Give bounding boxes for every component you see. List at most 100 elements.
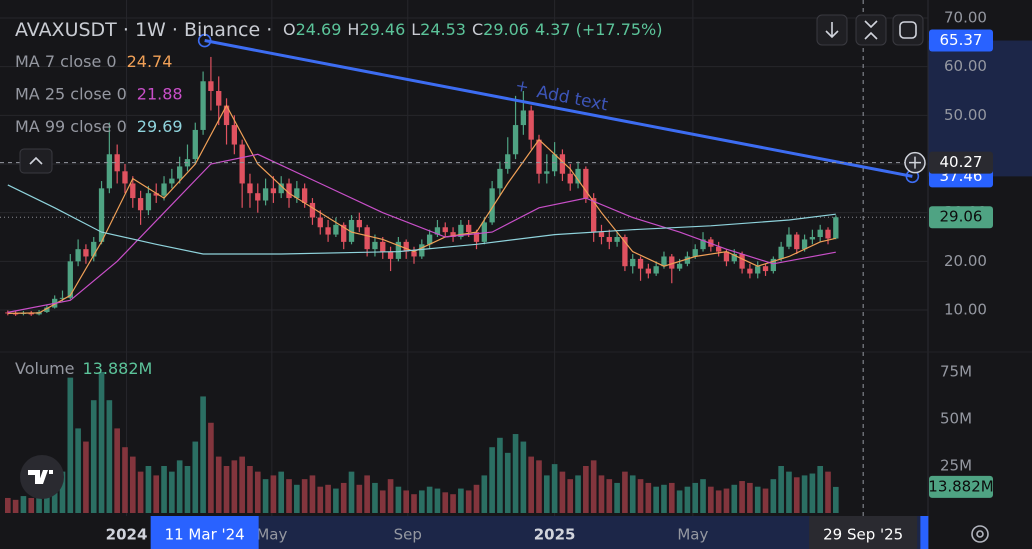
- button-fullscreen[interactable]: [892, 14, 924, 46]
- separator: ·: [172, 19, 178, 41]
- candle-body: [591, 198, 597, 233]
- candle-body: [614, 237, 620, 242]
- annotation-plus: +: [514, 75, 531, 96]
- volume-bar: [629, 475, 636, 513]
- volume-last: 13.882M: [83, 359, 153, 378]
- volume-bar: [129, 456, 136, 513]
- trendline: [204, 39, 913, 178]
- crosshair-date: 29 Sep '25: [823, 526, 903, 544]
- candle-body: [747, 268, 753, 274]
- volume-bar: [442, 492, 449, 513]
- settings-icon[interactable]: [971, 525, 989, 543]
- volume-bar: [754, 486, 761, 513]
- volume-bar: [489, 447, 495, 513]
- volume-bar: [778, 466, 784, 513]
- volume-bar: [622, 471, 628, 513]
- volume-tick-label: 75M: [940, 363, 972, 381]
- trendline-start-price-box: [929, 29, 993, 52]
- button-collapse[interactable]: [855, 14, 887, 46]
- ma-name: MA 7 close 0: [15, 52, 117, 71]
- volume-bar: [684, 486, 691, 513]
- volume-bar: [161, 466, 167, 513]
- volume-bar: [270, 475, 277, 513]
- candle-body: [723, 251, 730, 262]
- volume-bar: [770, 479, 777, 513]
- candle-body: [536, 139, 542, 174]
- candle-body: [12, 313, 19, 315]
- ma-value: 29.69: [137, 117, 183, 136]
- marks: [4, 56, 839, 513]
- volume-bar: [239, 456, 245, 513]
- volume-bar: [825, 471, 831, 513]
- candle-body: [645, 268, 652, 274]
- candle-body: [817, 229, 823, 237]
- last-price: 29.06: [940, 208, 983, 226]
- volume-bar: [747, 482, 753, 513]
- volume-bar: [348, 471, 355, 513]
- volume-bar: [817, 466, 824, 513]
- volume-tick-label: 50M: [940, 410, 972, 428]
- candle-body: [372, 241, 378, 250]
- candle-body: [528, 110, 534, 140]
- volume-bar: [739, 481, 745, 513]
- candle-body: [145, 193, 152, 211]
- volume-bar: [708, 486, 714, 513]
- icon-up: [29, 156, 43, 165]
- candle-body: [684, 256, 691, 264]
- candle-body: [442, 227, 448, 233]
- candle-body: [75, 249, 81, 262]
- volume-bar: [809, 473, 816, 513]
- volume-title: Volume: [15, 359, 75, 378]
- volume-bar: [356, 484, 363, 513]
- x-tick-label: 2025: [534, 526, 576, 544]
- candle-body: [520, 110, 527, 126]
- crosshair-add-icon: [909, 156, 921, 169]
- candle-body: [622, 237, 628, 267]
- ohlc-value: 24.69: [296, 20, 342, 39]
- volume-bar: [536, 460, 542, 513]
- volume-bar: [528, 456, 534, 513]
- separator: ·: [123, 19, 129, 41]
- volume-bar: [434, 488, 441, 513]
- button-legend-toggle[interactable]: [19, 148, 53, 174]
- volume-bar: [90, 400, 97, 513]
- candle-body: [739, 254, 745, 269]
- candle-body: [294, 188, 300, 199]
- candle-body: [356, 219, 362, 228]
- volume-bar: [176, 460, 183, 513]
- candle-body: [583, 168, 589, 199]
- volume-bar: [481, 475, 488, 513]
- crosshair-date-box: [809, 516, 918, 549]
- candle-body: [497, 168, 503, 189]
- candle-body: [434, 227, 441, 235]
- volume-bar: [637, 479, 644, 513]
- volume-bar: [44, 486, 50, 513]
- candle-body: [223, 105, 230, 126]
- volume-bar: [583, 466, 589, 513]
- volume-bar: [497, 437, 503, 513]
- volume-bar: [715, 490, 722, 513]
- candle-body: [567, 173, 573, 184]
- candle-body: [325, 227, 331, 235]
- volume-bar: [520, 441, 527, 513]
- time-range-edge: [920, 516, 929, 549]
- candle-body: [630, 258, 636, 267]
- candle-body: [653, 266, 659, 274]
- ma-value: 21.88: [137, 84, 183, 103]
- volume-bar: [106, 400, 113, 513]
- volume-bar: [20, 496, 27, 513]
- ohlc-letter: L: [411, 20, 420, 39]
- volume-bar: [208, 422, 214, 513]
- volume-bar: [551, 464, 558, 513]
- volume-bar: [512, 434, 519, 513]
- candle-body: [426, 234, 433, 245]
- volume-bar: [28, 497, 35, 513]
- candle-body: [544, 171, 550, 174]
- volume-bar: [309, 475, 316, 513]
- crosshair-price-box: [929, 151, 993, 174]
- volume-bar: [473, 484, 480, 513]
- change-pct: (+17.75%): [576, 20, 663, 39]
- volume-bar: [411, 494, 417, 513]
- candle-body: [200, 81, 206, 130]
